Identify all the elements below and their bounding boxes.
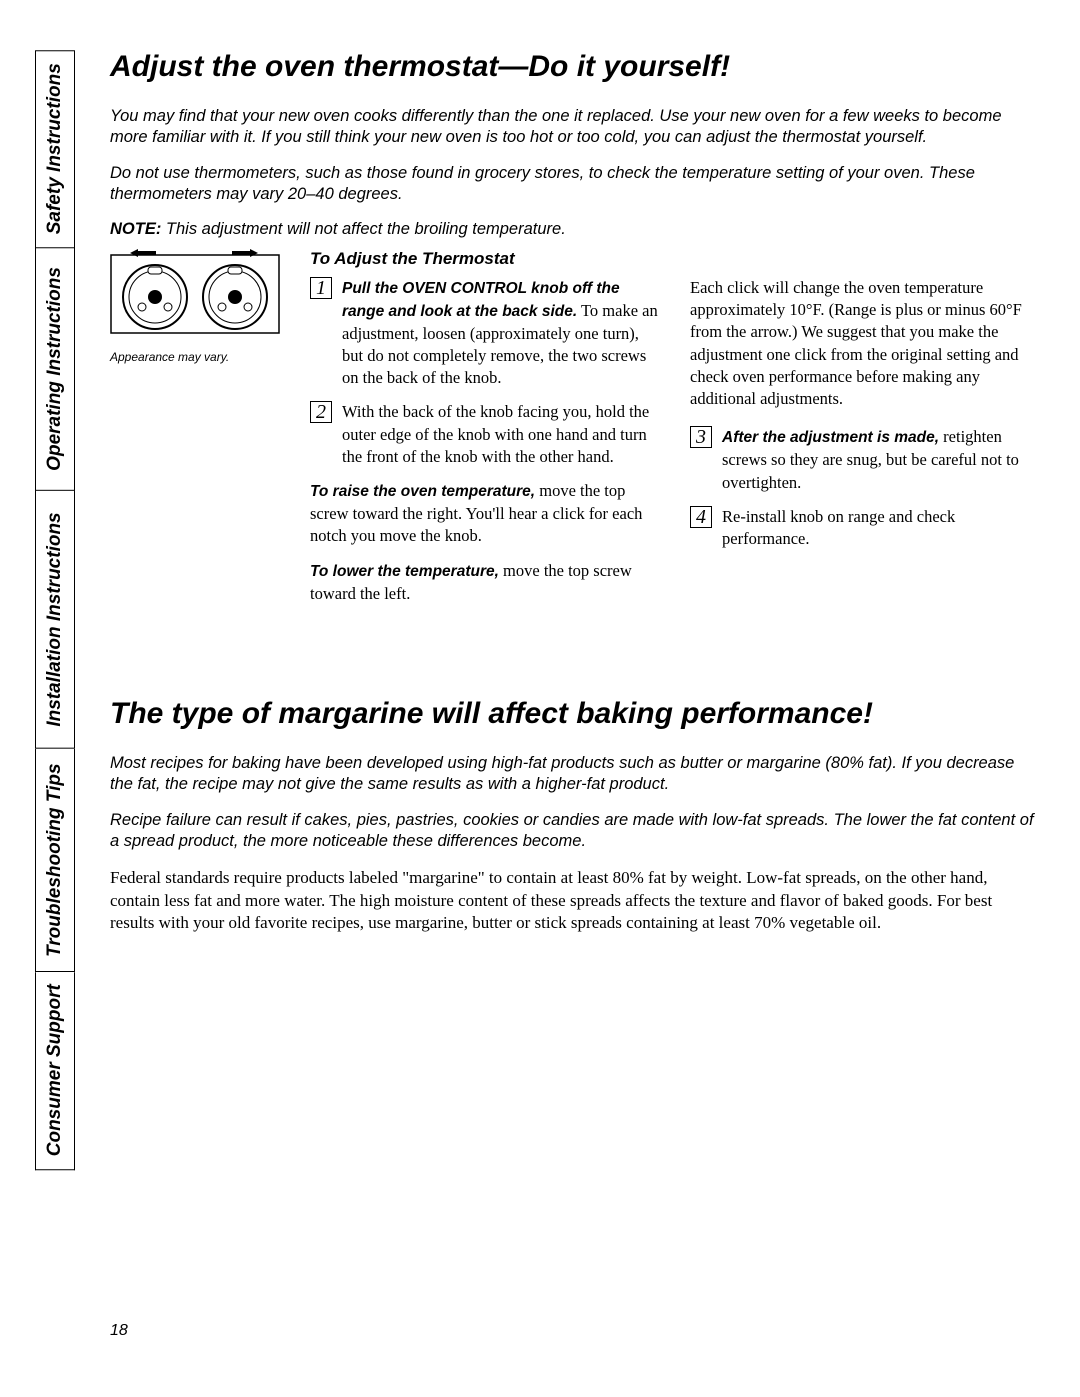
knob-column: Appearance may vary. — [110, 249, 280, 617]
page-number: 18 — [110, 1322, 128, 1340]
section-2: The type of margarine will affect baking… — [110, 697, 1040, 936]
manual-page: Safety Instructions Operating Instructio… — [90, 50, 1050, 1350]
step-number-3: 3 — [690, 426, 712, 448]
step-2: 2 With the back of the knob facing you, … — [310, 401, 660, 468]
section1-intro: You may find that your new oven cooks di… — [110, 106, 1040, 206]
section1-title: Adjust the oven thermostat—Do it yoursel… — [110, 50, 1040, 84]
tab-installation: Installation Instructions — [35, 491, 75, 749]
step-2-body: With the back of the knob facing you, ho… — [342, 401, 660, 468]
intro-para-1: You may find that your new oven cooks di… — [110, 106, 1040, 149]
section2-intro: Most recipes for baking have been develo… — [110, 753, 1040, 853]
step-number-4: 4 — [690, 506, 712, 528]
step-4: 4 Re-install knob on range and check per… — [690, 506, 1040, 551]
thermostat-section: Appearance may vary. To Adjust the Therm… — [110, 249, 1040, 617]
step-3-lead: After the adjustment is made, — [722, 429, 939, 446]
raise-lead: To raise the oven temperature, — [310, 483, 535, 500]
step-3: 3 After the adjustment is made, retighte… — [690, 426, 1040, 493]
tab-consumer-support: Consumer Support — [35, 972, 75, 1170]
note-line: NOTE: This adjustment will not affect th… — [110, 220, 1040, 239]
page-content: Adjust the oven thermostat—Do it yoursel… — [110, 50, 1040, 949]
tab-troubleshooting: Troubleshooting Tips — [35, 749, 75, 972]
section2-body: Federal standards require products label… — [110, 867, 1040, 936]
section2-intro-2: Recipe failure can result if cakes, pies… — [110, 810, 1040, 853]
left-col: 1 Pull the OVEN CONTROL knob off the ran… — [310, 277, 660, 617]
sub-heading: To Adjust the Thermostat — [310, 249, 1040, 269]
tab-safety: Safety Instructions — [35, 50, 75, 248]
step-columns: 1 Pull the OVEN CONTROL knob off the ran… — [310, 277, 1040, 617]
lower-para: To lower the temperature, move the top s… — [310, 560, 660, 605]
step-4-body: Re-install knob on range and check perfo… — [722, 506, 1040, 551]
intro-para-2: Do not use thermometers, such as those f… — [110, 163, 1040, 206]
section2-intro-1: Most recipes for baking have been develo… — [110, 753, 1040, 796]
step-3-body: After the adjustment is made, retighten … — [722, 426, 1040, 493]
section2-title: The type of margarine will affect baking… — [110, 697, 1040, 731]
step-1: 1 Pull the OVEN CONTROL knob off the ran… — [310, 277, 660, 390]
step-1-body: Pull the OVEN CONTROL knob off the range… — [342, 277, 660, 390]
steps-wrap: To Adjust the Thermostat 1 Pull the OVEN… — [310, 249, 1040, 617]
col2-continuation: Each click will change the oven temperat… — [690, 277, 1040, 411]
step-number-2: 2 — [310, 401, 332, 423]
note-text: This adjustment will not affect the broi… — [161, 220, 565, 238]
step-number-1: 1 — [310, 277, 332, 299]
knob-illustration — [110, 249, 280, 339]
raise-para: To raise the oven temperature, move the … — [310, 480, 660, 547]
note-label: NOTE: — [110, 220, 161, 238]
right-col: Each click will change the oven temperat… — [690, 277, 1040, 617]
lower-lead: To lower the temperature, — [310, 563, 499, 580]
side-tabs: Safety Instructions Operating Instructio… — [30, 50, 80, 1170]
knob-caption: Appearance may vary. — [110, 350, 280, 364]
tab-operating: Operating Instructions — [35, 248, 75, 491]
